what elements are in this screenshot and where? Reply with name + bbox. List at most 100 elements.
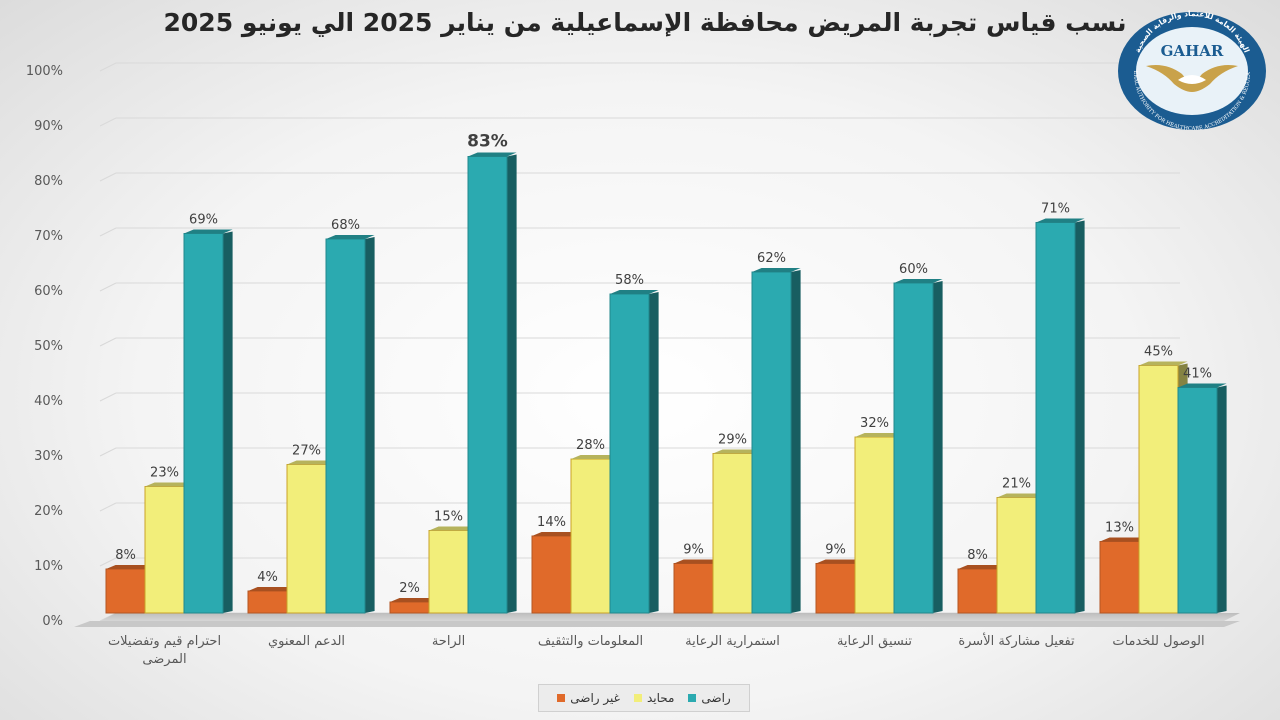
bar-front (996, 497, 1037, 614)
bar-front (1138, 365, 1179, 614)
bar-front (183, 233, 224, 614)
data-label: 4% (257, 570, 278, 585)
data-label: 69% (189, 213, 218, 228)
bar-side (1075, 220, 1085, 613)
gridline-diag (99, 227, 117, 237)
bar-top (674, 559, 723, 564)
x-tick-label: الدعم المعنوي (268, 634, 345, 649)
bar-2-2: 83% (467, 132, 517, 614)
legend: غير راضى محايد راضى (538, 684, 750, 712)
bar-front (467, 156, 508, 614)
data-label: 45% (1144, 345, 1173, 360)
data-label: 41% (1183, 367, 1212, 382)
data-label: 32% (860, 416, 889, 431)
y-tick-label: 30% (34, 449, 63, 464)
bar-front (751, 271, 792, 614)
bar-2-6: 71% (1035, 202, 1085, 614)
data-label: 28% (576, 438, 605, 453)
bar-front (1035, 222, 1076, 614)
bar-top (894, 279, 943, 283)
y-tick-label: 100% (26, 64, 63, 79)
gridline-diag (99, 502, 117, 512)
data-label: 9% (825, 543, 846, 558)
bar-top (816, 559, 865, 564)
y-tick-label: 10% (34, 559, 63, 574)
x-tick-label: تفعيل مشاركة الأسرة (958, 632, 1075, 649)
gridline-diag (99, 557, 117, 567)
bar-2-5: 60% (893, 262, 943, 614)
bar-front (144, 486, 185, 614)
y-tick-label: 50% (34, 339, 63, 354)
bar-side (649, 292, 659, 613)
y-tick-label: 70% (34, 229, 63, 244)
legend-swatch (688, 694, 697, 702)
legend-item: راضى (688, 691, 731, 705)
bar-front (105, 568, 146, 614)
bar-top (1139, 361, 1188, 366)
gridline-diag (99, 392, 117, 402)
data-label: 21% (1002, 477, 1031, 492)
x-tick-label: المرضى (142, 652, 186, 667)
bar-front (325, 238, 366, 614)
bar-front (247, 590, 288, 614)
bar-front (389, 601, 430, 614)
gridline-diag (99, 447, 117, 457)
bar-top (468, 152, 517, 157)
x-tick-label: استمرارية الرعاية (685, 634, 780, 649)
data-label: 71% (1041, 202, 1070, 217)
bar-front (609, 293, 650, 614)
bar-top (752, 268, 801, 272)
bar-top (713, 449, 762, 454)
bar-front (893, 282, 934, 614)
data-label: 62% (757, 251, 786, 266)
bar-front (673, 563, 714, 614)
legend-label: راضى (701, 691, 731, 705)
data-label: 83% (467, 132, 508, 152)
gridline-diag (99, 117, 117, 127)
bar-front (1099, 541, 1140, 614)
bars: 8% 23% 69% 4% 27% 68% 2% 15% 83% 14% 28% 58% 9% 29% 62… (105, 132, 1227, 614)
x-tick-label: الراحة (432, 634, 465, 649)
bar-top (248, 587, 297, 591)
bar-front (815, 563, 856, 614)
bar-front (531, 535, 572, 614)
data-label: 8% (115, 548, 136, 563)
bar-top (1100, 537, 1149, 542)
bar-2-0: 69% (183, 213, 233, 614)
x-tick-label: تنسيق الرعاية (837, 634, 912, 649)
data-label: 23% (150, 466, 179, 481)
x-tick-label: المعلومات والتثقيف (538, 634, 643, 649)
bar-side (507, 154, 517, 613)
legend-swatch (557, 694, 566, 702)
gahar-logo: الهيئة العامة للاعتماد والرقابة الصحية G… (1116, 10, 1266, 132)
data-label: 8% (967, 548, 988, 563)
x-axis-labels: احترام قيم وتفضيلات المرضى الدعم المعنوي ال… (108, 632, 1205, 667)
data-label: 9% (683, 543, 704, 558)
data-label: 60% (899, 262, 928, 277)
data-label: 2% (399, 581, 420, 596)
bar-top (958, 565, 1007, 569)
bar-top (1036, 218, 1085, 223)
y-tick-label: 0% (42, 614, 63, 629)
chart-title: نسب قياس تجربة المريض محافظة الإسماعيلية… (163, 8, 1127, 37)
bar-top (997, 493, 1046, 498)
y-tick-label: 80% (34, 174, 63, 189)
bar-front (570, 458, 611, 614)
bar-top (532, 532, 581, 536)
data-label: 13% (1105, 521, 1134, 536)
y-tick-label: 90% (34, 119, 63, 134)
bar-front (1177, 387, 1218, 614)
y-tick-label: 20% (34, 504, 63, 519)
bar-top (390, 598, 439, 602)
y-tick-label: 60% (34, 284, 63, 299)
bar-2-4: 62% (751, 251, 801, 614)
gridline-diag (99, 282, 117, 292)
data-label: 14% (537, 515, 566, 530)
legend-item: غير راضى (557, 691, 620, 705)
bar-side (791, 270, 801, 613)
chart-floor (74, 613, 1240, 627)
bar-top (326, 235, 375, 239)
bar-front (957, 568, 998, 614)
bar-top (855, 433, 904, 437)
bar-2-7: 41% (1177, 367, 1227, 614)
